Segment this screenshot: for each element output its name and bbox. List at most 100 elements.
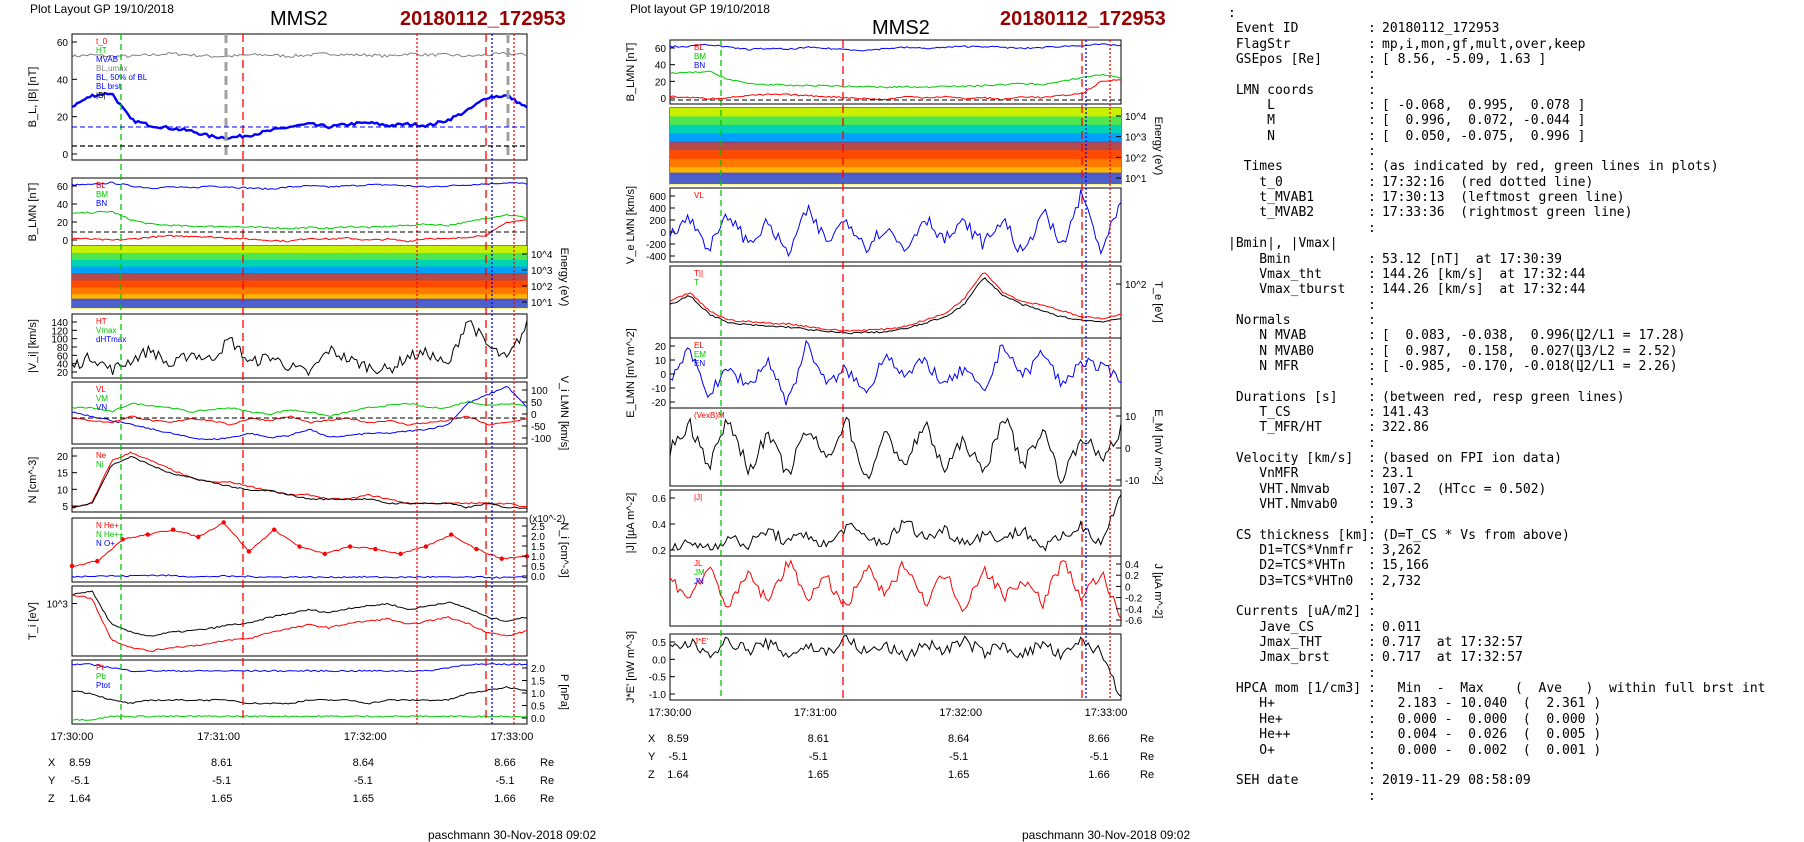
info-key: Velocity [km/s] <box>1228 450 1354 466</box>
y-tick-label: -50 <box>531 422 546 433</box>
panel-left-6 <box>71 447 528 513</box>
info-value: mp,i,mon,gf,mult,over,keep <box>1382 36 1586 52</box>
info-value: Min - Max ( Ave ) within full brst int <box>1382 681 1766 697</box>
y-tick-label: 10^2 <box>1125 280 1147 291</box>
info-key: H+ <box>1228 696 1275 712</box>
y-tick-label: 0.5 <box>652 638 666 649</box>
legend-entry: HT <box>96 46 107 55</box>
spectrogram-band <box>72 246 527 254</box>
legend-entry: (VexB)M <box>694 411 725 420</box>
info-value: [ 8.56, -5.09, 1.63 ] <box>1382 52 1547 68</box>
panel-right-1 <box>669 39 1122 105</box>
coord-unit: Re <box>1140 733 1154 745</box>
info-colon: : <box>1368 788 1376 804</box>
series-line <box>71 320 528 377</box>
panel-frame <box>669 187 1122 263</box>
info-colon: : <box>1368 773 1376 789</box>
coord-value: 1.64 <box>667 769 688 781</box>
legend-entry: Pt <box>96 663 104 672</box>
legend-entry: Ni <box>96 460 104 469</box>
time-tick-label: 17:31:00 <box>197 731 240 743</box>
panel-left-1 <box>71 33 528 161</box>
y-tick-label: 10^1 <box>531 298 553 309</box>
legend-entry: N O+ <box>96 539 115 548</box>
spectrogram-band <box>670 158 1121 168</box>
y-tick-label: 100 <box>531 386 548 397</box>
info-colon: : <box>1368 635 1376 651</box>
coord-value: 1.65 <box>948 769 969 781</box>
time-tick-label: 17:33:00 <box>1085 707 1128 719</box>
y-axis-label: B_L, |B| [nT] <box>27 67 39 128</box>
series-line <box>71 451 528 508</box>
coord-value: 1.65 <box>211 793 232 805</box>
info-colon: : <box>1368 67 1376 83</box>
coord-unit: Re <box>1140 751 1154 763</box>
legend-entry: N He+ <box>96 521 119 530</box>
info-value: 17:33:36 (rightmost green line) <box>1382 205 1633 221</box>
y-tick-label: 20 <box>655 342 667 353</box>
info-value: 0.011 <box>1382 619 1422 635</box>
info-value: 2.183 - 10.040 ( 2.361 ) <box>1382 696 1602 712</box>
y-axis-label: N [cm^-3] <box>27 457 39 504</box>
info-colon: : <box>1368 98 1376 114</box>
info-key: GSEpos [Re] <box>1228 52 1322 68</box>
panel-frame <box>71 659 528 725</box>
y-tick-label: 0.4 <box>1125 560 1139 571</box>
y-tick-label: 0 <box>531 410 537 421</box>
y-tick-label: 50 <box>531 398 543 409</box>
info-key: FlagStr <box>1228 36 1291 52</box>
y-tick-label: -20 <box>652 398 667 409</box>
panel-frame <box>71 313 528 379</box>
series-line <box>669 494 1122 552</box>
info-key: Vmax_tburst <box>1228 282 1346 298</box>
info-key: Vmax_tht <box>1228 266 1322 282</box>
y-axis-label: B_LMN [nT] <box>625 43 637 102</box>
legend-entry: T <box>694 278 699 287</box>
y-tick-label: 0 <box>1125 582 1131 593</box>
info-value: 0.000 - 0.000 ( 0.000 ) <box>1382 711 1602 727</box>
info-key: T_CS <box>1228 404 1291 420</box>
coord-value: 8.59 <box>69 757 90 769</box>
y-axis-label: Energy (eV) <box>558 248 570 307</box>
info-value: 2019-11-29 08:58:09 <box>1382 773 1531 789</box>
y-tick-label: 2.0 <box>531 664 545 675</box>
y-axis-label: T_i [eV] <box>27 602 39 640</box>
y-tick-label: 0.5 <box>531 562 545 573</box>
legend-entry: BM <box>96 190 108 199</box>
y-tick-label: 40 <box>57 200 69 211</box>
info-key: N <box>1228 128 1275 144</box>
legend-entry: BL <box>694 43 704 52</box>
info-value: 2,732 <box>1382 573 1422 589</box>
data-point <box>145 532 151 537</box>
panel-frame <box>71 585 528 657</box>
info-value: (between red, resp green lines) <box>1382 389 1625 405</box>
coord-value: 8.66 <box>494 757 515 769</box>
info-value: 0.717 at 17:32:57 <box>1382 650 1523 666</box>
spectrogram-band <box>72 294 527 302</box>
y-tick-label: 80 <box>57 343 69 354</box>
series-line <box>71 663 527 673</box>
info-value: [ 0.083, -0.038, 0.996 ] <box>1382 328 1586 344</box>
y-tick-label: 10^4 <box>531 250 553 261</box>
y-tick-label: -400 <box>646 252 666 263</box>
y-tick-label: 0 <box>660 370 666 381</box>
info-value: 0.717 at 17:32:57 <box>1382 635 1523 651</box>
info-colon: : <box>1368 558 1376 574</box>
panel-frame <box>71 33 528 161</box>
y-axis-label: Energy (eV) <box>1152 117 1164 176</box>
series-line <box>669 559 1122 620</box>
spectrogram-core <box>670 142 1121 159</box>
coord-row-name: Y <box>48 775 56 787</box>
info-colon: : <box>1368 681 1376 697</box>
y-tick-label: 10 <box>57 485 69 496</box>
panel-frame <box>669 407 1122 487</box>
info-colon: : <box>1368 497 1376 512</box>
info-value: 322.86 <box>1382 420 1429 436</box>
panel-frame <box>71 381 528 445</box>
info-note: (L3/L2 = 2.52) <box>1568 343 1678 359</box>
legend-entry: t_0 <box>96 37 108 46</box>
spectrogram-band <box>72 259 527 268</box>
y-tick-label: 0.5 <box>531 702 545 713</box>
info-colon: : <box>1368 435 1376 451</box>
spectrogram-band <box>72 266 527 275</box>
